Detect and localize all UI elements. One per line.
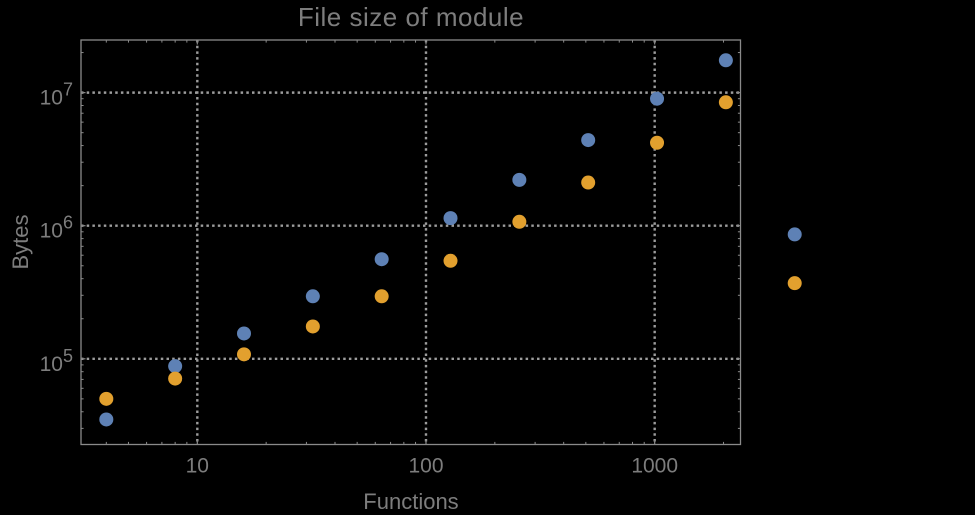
- data-point-orange-series: [236, 347, 251, 362]
- y-tick-label: 107: [40, 80, 73, 110]
- data-point-blue-series: [787, 227, 802, 242]
- y-tick-label: 106: [40, 213, 73, 243]
- data-point-orange-series: [168, 371, 183, 386]
- y-tick-label: 105: [40, 346, 73, 376]
- x-tick-label: 10: [186, 455, 209, 478]
- data-point-blue-series: [305, 289, 320, 304]
- data-point-orange-series: [512, 214, 527, 229]
- data-point-orange-series: [305, 319, 320, 334]
- data-point-blue-series: [168, 359, 183, 374]
- x-axis-label: Functions: [363, 489, 459, 514]
- x-tick-label: 100: [408, 455, 443, 478]
- data-point-blue-series: [718, 53, 733, 68]
- data-point-blue-series: [236, 326, 251, 341]
- data-point-orange-series: [581, 175, 596, 190]
- data-point-blue-series: [443, 211, 458, 226]
- data-point-orange-series: [650, 135, 665, 150]
- data-point-orange-series: [99, 391, 114, 406]
- data-point-blue-series: [581, 133, 596, 148]
- data-point-orange-series: [718, 95, 733, 110]
- data-point-blue-series: [374, 252, 389, 267]
- data-point-orange-series: [443, 253, 458, 268]
- data-point-blue-series: [512, 172, 527, 187]
- data-point-orange-series: [787, 276, 802, 291]
- x-tick-label: 1000: [631, 455, 678, 478]
- chart-title: File size of module: [297, 2, 525, 32]
- data-point-orange-series: [374, 289, 389, 304]
- data-point-blue-series: [99, 412, 114, 427]
- plot-frame: [80, 39, 742, 446]
- data-point-blue-series: [650, 91, 665, 106]
